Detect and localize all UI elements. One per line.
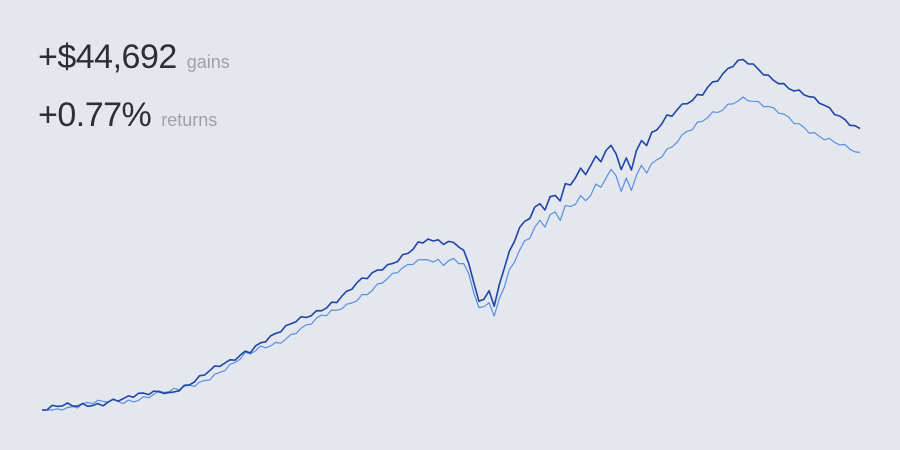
gains-stat: +$44,692 gains [38,38,230,77]
benchmark-series-line [42,96,861,411]
gains-value: +$44,692 [38,38,177,76]
series-layer [41,58,861,411]
returns-label: returns [161,110,218,130]
returns-value: +0.77% [38,96,152,134]
gains-label: gains [186,52,230,72]
returns-stat: +0.77% returns [38,96,217,135]
portfolio-series-line [41,58,861,411]
